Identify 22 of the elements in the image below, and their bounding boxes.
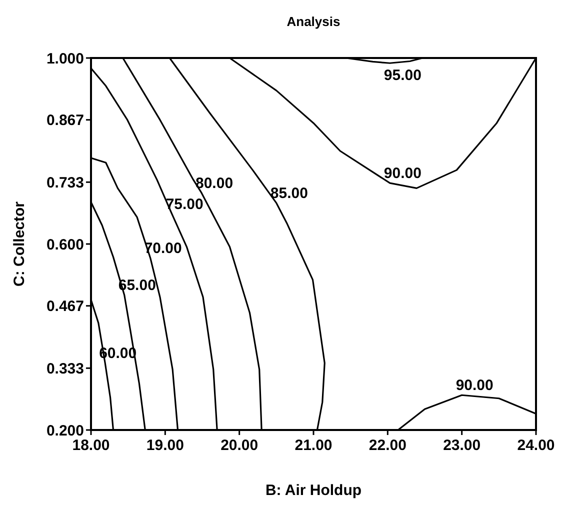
y-tick-label: 0.600 (46, 236, 84, 254)
annotation: 90.00 (456, 377, 494, 394)
x-tick-label: 18.00 (72, 437, 110, 454)
y-tick-label: 0.200 (46, 422, 84, 440)
x-tick-label: 21.00 (294, 437, 332, 454)
x-tick-label: 19.00 (146, 437, 184, 454)
x-tick-label: 23.00 (443, 437, 481, 454)
x-tick-label: 24.00 (517, 437, 555, 454)
annotation: 85.00 (270, 185, 308, 202)
x-axis-title: B: Air Holdup (265, 482, 362, 499)
y-tick-label: 0.467 (46, 298, 84, 316)
x-tick-label: 22.00 (368, 437, 406, 454)
y-axis-title: C: Collector (11, 201, 28, 287)
y-tick-label: 0.733 (46, 174, 84, 192)
annotation: 90.00 (384, 165, 422, 182)
y-tick-label: 1.000 (46, 50, 84, 68)
chart-title: Analysis (286, 14, 340, 29)
annotation: 95.00 (384, 67, 422, 84)
y-tick-label: 0.867 (46, 112, 84, 130)
y-tick-label: 0.333 (46, 360, 84, 378)
annotation: 80.00 (196, 174, 234, 192)
x-tick-label: 20.00 (220, 437, 258, 454)
